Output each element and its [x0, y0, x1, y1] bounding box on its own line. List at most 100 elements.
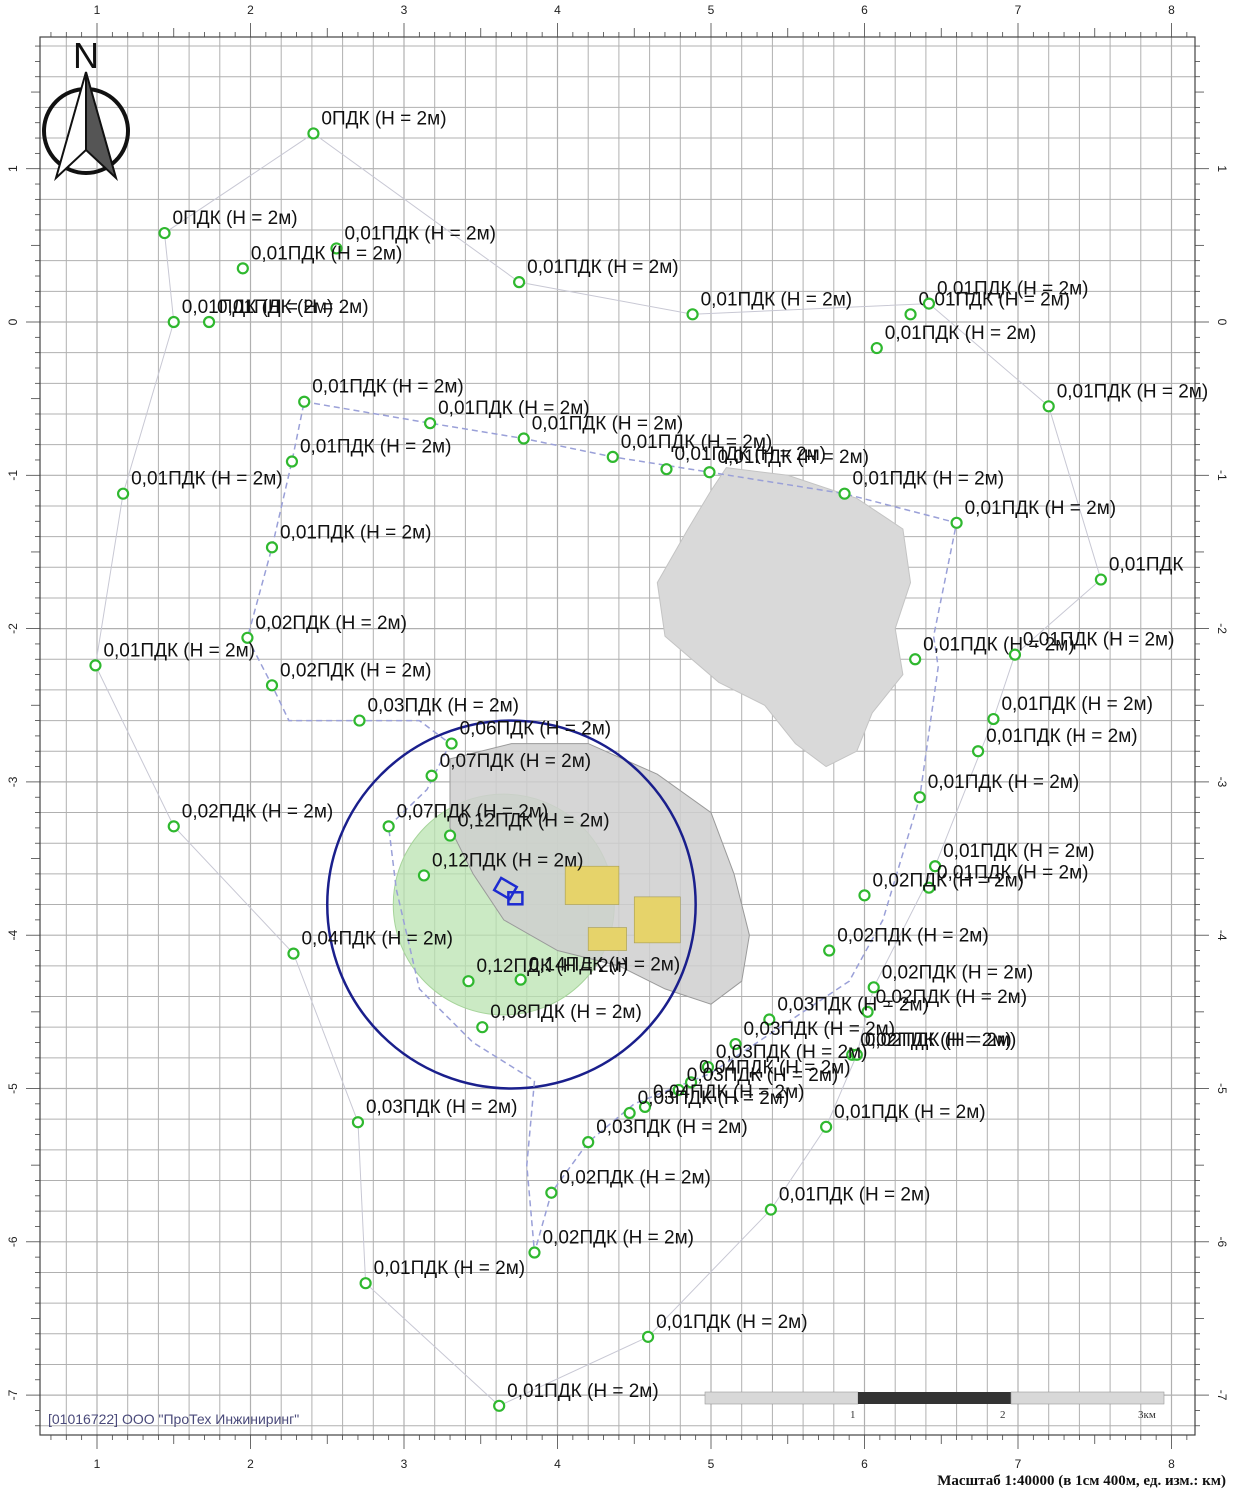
lake-area: [656, 467, 912, 768]
calculation-point: 0,01ПДК (Н = 2м): [703, 447, 869, 479]
point-label: 0,02ПДК (Н = 2м): [873, 870, 1025, 891]
calculation-point: 0,12ПДК (Н = 2м): [443, 811, 610, 842]
x-axis-label: 7: [1015, 1457, 1022, 1471]
calculation-point: 0,04ПДК (Н = 2м): [684, 1057, 851, 1089]
point-marker-icon: [202, 315, 216, 329]
point-label: 0,03ПДК (Н = 2м): [367, 696, 519, 717]
point-marker-icon: [167, 820, 180, 833]
point-marker-icon: [823, 944, 836, 957]
terrain-features: [94, 132, 1102, 1407]
point-label: 0,14ПДК (Н = 2м): [529, 955, 681, 976]
point-marker-icon: [1094, 573, 1107, 586]
point-label: 0,04ПДК (Н = 2м): [301, 929, 453, 950]
point-label: 0,01ПДК (Н = 2м): [217, 297, 369, 318]
y-axis-label-left: -1: [6, 470, 20, 481]
calculation-point: 0,03ПДК (Н = 2м): [763, 995, 929, 1026]
point-label: 0ПДК (Н = 2м): [321, 108, 446, 129]
x-axis-label: 4: [554, 3, 561, 17]
point-marker-icon: [285, 455, 299, 468]
calculation-point: 0,01ПДК (Н = 2м): [764, 1185, 930, 1216]
point-marker-icon: [660, 463, 673, 476]
scale-caption: Масштаб 1:40000 (в 1см 400м, ед. изм.: к…: [937, 1473, 1226, 1489]
y-axis-label-left: -7: [6, 1389, 20, 1400]
point-label: 0,01ПДК (Н = 2м): [928, 772, 1080, 793]
x-axis-label: 1: [94, 1457, 101, 1471]
calculation-point: 0,03ПДК (Н = 2м): [582, 1117, 748, 1149]
point-marker-icon: [1042, 400, 1055, 413]
point-label: 0,12ПДК (Н = 2м): [458, 811, 610, 832]
calculation-point: 0,02ПДК (Н = 2м): [545, 1168, 711, 1199]
x-axis-label: 8: [1168, 1457, 1175, 1471]
point-marker-icon: [838, 487, 851, 500]
scale-segment-1: [704, 1391, 859, 1405]
calculation-point: 0,01ПДК (Н = 2м): [987, 694, 1153, 726]
point-label: 0,06ПДК (Н = 2м): [460, 719, 612, 740]
x-axis-label: 6: [861, 1457, 868, 1471]
point-label: 0,01ПДК (Н = 2м): [834, 1102, 986, 1123]
point-label: 0,01ПДК (Н = 2м): [131, 469, 283, 490]
point-label: 0,02ПДК (Н = 2м): [182, 801, 334, 822]
point-marker-icon: [445, 737, 458, 750]
calculation-point: 0,02ПДК (Н = 2м): [858, 870, 1025, 902]
point-marker-icon: [686, 308, 699, 321]
point-marker-icon: [528, 1246, 541, 1259]
point-label: 0,01ПДК (Н = 2м): [943, 841, 1095, 862]
y-axis-label-left: 1: [6, 165, 20, 172]
point-label: 0,01ПДК (Н = 2м): [885, 323, 1037, 344]
point-marker-icon: [353, 714, 366, 727]
calculation-point: 0,01ПДК (Н = 2м): [820, 1102, 986, 1133]
point-label: 0,01ПДК (Н = 2м): [103, 640, 255, 661]
point-label: 0,01ПДК (Н = 2м): [300, 437, 452, 458]
point-marker-icon: [265, 541, 279, 554]
y-axis-label-right: -5: [1215, 1083, 1229, 1094]
point-marker-icon: [971, 745, 985, 758]
calculation-point: 0,01ПДК (Н = 2м): [870, 323, 1037, 355]
scale-tick-3: 3км: [1138, 1409, 1156, 1421]
calculation-point: 0,02ПДК (Н = 2м): [823, 926, 989, 957]
calculation-point: 0,01ПДК (Н = 2м): [838, 469, 1004, 500]
point-label: 0,02ПДК (Н = 2м): [882, 962, 1034, 983]
north-arrow: N: [42, 35, 130, 182]
point-label: 0ПДК (Н = 2м): [173, 208, 298, 229]
point-label: 0,01ПДК (Н = 2м): [507, 1381, 659, 1402]
frame-ticks: 1 1 2 2 3 3 4 4 5 5 6 6 7 7 8 8 1 1 0 0 -1 -1 -2 -2 -3 -3 -4 -4 -5 -5…: [6, 3, 1229, 1471]
coordinate-grid: [40, 37, 1195, 1435]
calculation-point: 0,01ПДК (Н = 2м): [606, 432, 772, 464]
calculation-point: 0,02ПДК (Н = 2м): [861, 987, 1027, 1018]
x-axis-label: 6: [861, 3, 868, 17]
point-marker-icon: [904, 308, 917, 321]
y-axis-label-right: -6: [1215, 1236, 1229, 1247]
y-axis-label-left: -3: [6, 776, 20, 787]
point-marker-icon: [858, 889, 871, 902]
facility-block: [587, 927, 627, 951]
point-label: 0,01ПДК (Н = 2м): [344, 223, 496, 244]
point-marker-icon: [241, 631, 254, 644]
point-marker-icon: [729, 1037, 742, 1051]
point-marker-icon: [701, 1060, 715, 1074]
north-letter: N: [73, 35, 99, 76]
scale-tick-2: 2: [1000, 1409, 1006, 1421]
calculation-point: 0,01ПДК (Н = 2м): [236, 243, 402, 275]
calculation-point: 0,02ПДК (Н = 2м): [850, 1030, 1016, 1061]
y-axis-label-left: -5: [6, 1083, 20, 1094]
calculation-point: 0,01ПДК (Н = 2м): [950, 498, 1116, 529]
point-marker-icon: [861, 1005, 874, 1018]
scale-segment-2: [858, 1392, 1011, 1404]
point-label: 0,01ПДК (Н = 2м): [182, 297, 334, 318]
point-label: 0,01ПДК (Н = 2м): [438, 398, 590, 419]
y-axis-label-right: -3: [1215, 777, 1229, 788]
point-label: 0,01ПДК (Н = 2м): [923, 634, 1075, 655]
point-label: 0,01ПДК: [1109, 555, 1184, 576]
point-label: 0,02ПДК (Н = 2м): [837, 926, 989, 947]
point-marker-icon: [850, 1048, 863, 1061]
x-axis-label: 3: [401, 1457, 408, 1471]
point-label: 0,03ПДК (Н = 2м): [596, 1117, 748, 1138]
calculation-point: 0,01ПДК (Н = 2м): [116, 469, 283, 500]
point-marker-icon: [987, 712, 1000, 726]
point-label: 0,01ПДК (Н = 2м): [937, 279, 1089, 300]
point-marker-icon: [476, 1021, 489, 1034]
point-marker-icon: [638, 1100, 652, 1113]
point-label: 0,04ПДК (Н = 2м): [653, 1082, 805, 1103]
point-marker-icon: [359, 1277, 372, 1290]
point-marker-icon: [922, 297, 936, 310]
